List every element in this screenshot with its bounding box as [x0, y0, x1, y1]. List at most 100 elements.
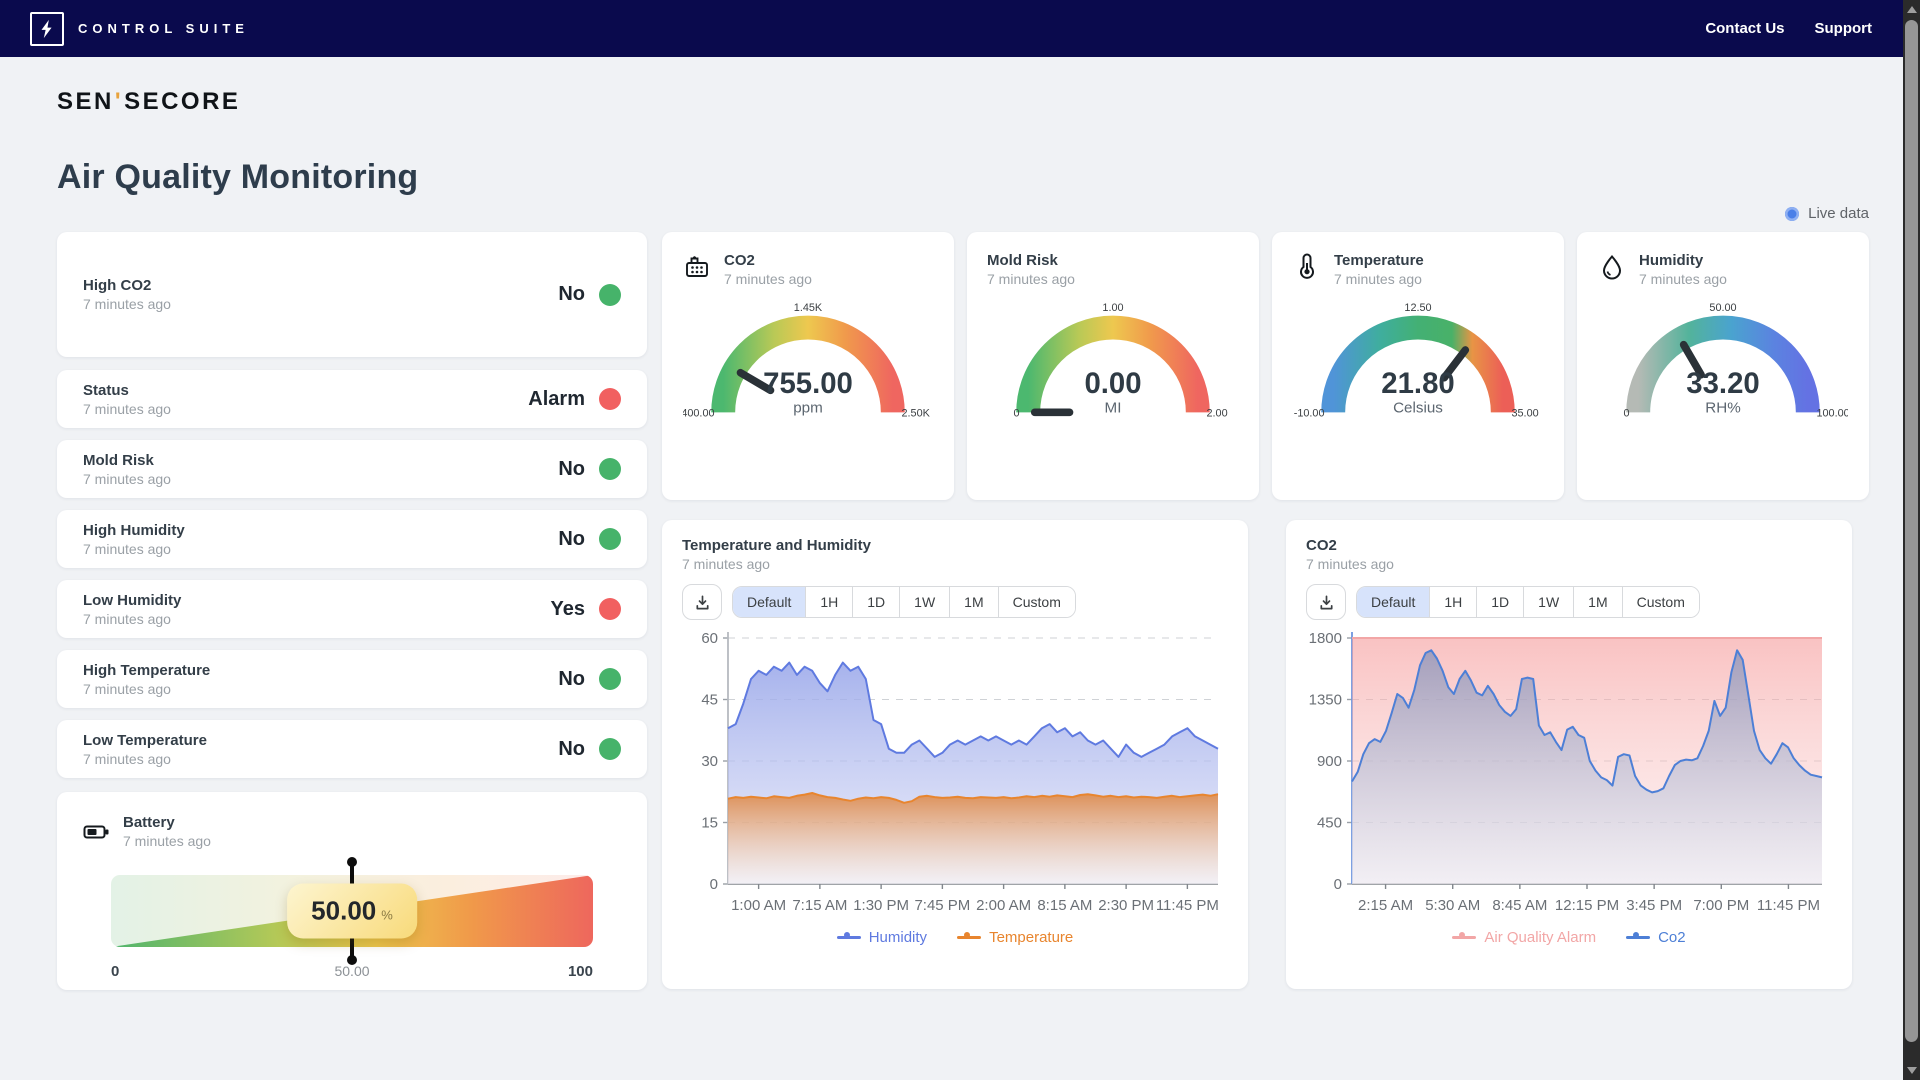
range-1d-button[interactable]: 1D	[1477, 587, 1525, 617]
svg-text:11:45 PM: 11:45 PM	[1757, 897, 1820, 914]
svg-text:7:00 PM: 7:00 PM	[1693, 897, 1749, 914]
range-1h-button[interactable]: 1H	[806, 587, 854, 617]
battery-icon	[81, 817, 111, 847]
scroll-up-button[interactable]	[1903, 1, 1920, 18]
live-dot-icon	[1785, 206, 1800, 221]
battery-card: Battery 7 minutes ago 50.00 %	[57, 792, 647, 990]
svg-text:0: 0	[710, 876, 718, 893]
gauge-mid-label: 1.00	[1102, 302, 1123, 314]
gauge-min-label: 0	[1013, 408, 1019, 420]
chart-title: Temperature and Humidity	[682, 537, 871, 554]
legend-humidity[interactable]: Humidity	[836, 929, 927, 946]
alert-value: No	[558, 283, 585, 305]
legend-temperature[interactable]: Temperature	[957, 929, 1073, 946]
battery-value: 50.00	[311, 895, 377, 926]
alert-title: Mold Risk	[83, 451, 154, 469]
gauge-value: 33.20	[1686, 367, 1759, 400]
battery-value-badge: 50.00 %	[287, 883, 417, 939]
range-1d-button[interactable]: 1D	[853, 587, 901, 617]
gauge-time: 7 minutes ago	[987, 271, 1075, 287]
status-badge	[599, 668, 621, 690]
alert-card-status: Status 7 minutes ago Alarm	[57, 370, 647, 428]
range-custom-button[interactable]: Custom	[998, 587, 1075, 617]
gauge-needle	[1440, 346, 1470, 382]
gauge-unit: RH%	[1705, 399, 1740, 416]
alert-card-mold-risk: Mold Risk 7 minutes ago No	[57, 440, 647, 498]
gauge-mid-label: 12.50	[1404, 302, 1431, 314]
battery-title: Battery	[123, 814, 175, 831]
gauge-card-mold-risk: Mold Risk 7 minutes ago	[967, 232, 1259, 500]
temperature-humidity-plot[interactable]: 0 15 30 45 60 1:00 AM 7:15 AM 1:30 PM 7:45 PM 2:0…	[682, 624, 1228, 929]
gauge-title: CO2	[724, 252, 755, 269]
range-1w-button[interactable]: 1W	[900, 587, 951, 617]
alert-time: 7 minutes ago	[83, 400, 171, 417]
page-title: Air Quality Monitoring	[57, 158, 419, 196]
svg-text:2:30 PM: 2:30 PM	[1098, 897, 1154, 914]
svg-text:30: 30	[701, 753, 718, 770]
download-button[interactable]	[1306, 584, 1346, 620]
legend-co2[interactable]: Co2	[1626, 929, 1686, 946]
legend-air-quality-alarm[interactable]: Air Quality Alarm	[1452, 929, 1596, 946]
gauge-title: Mold Risk	[987, 252, 1058, 269]
gauge-min-label: 400.00	[683, 408, 715, 420]
temperature-humidity-chart-card: Temperature and Humidity 7 minutes ago D…	[662, 520, 1248, 989]
logo-text-post: SECORE	[124, 88, 241, 115]
svg-text:7:15 AM: 7:15 AM	[792, 897, 847, 914]
svg-text:900: 900	[1317, 753, 1342, 770]
battery-time: 7 minutes ago	[123, 833, 211, 849]
temperature-gauge: 12.50 -10.00 35.00 21.80 Celsius	[1294, 302, 1539, 420]
contact-us-link[interactable]: Contact Us	[1705, 20, 1785, 37]
svg-text:3:45 PM: 3:45 PM	[1626, 897, 1682, 914]
support-link[interactable]: Support	[1814, 20, 1873, 37]
gauge-needle	[1679, 340, 1705, 379]
alert-value: No	[558, 527, 585, 550]
droplet-icon	[1597, 252, 1627, 282]
range-default-button[interactable]: Default	[733, 587, 807, 617]
gauge-min-label: -10.00	[1294, 408, 1325, 420]
alert-time: 7 minutes ago	[83, 470, 171, 487]
chart-controls: Default 1H 1D 1W 1M Custom	[1306, 584, 1832, 620]
alert-time: 7 minutes ago	[83, 750, 171, 767]
scale-min: 0	[111, 963, 120, 980]
range-1w-button[interactable]: 1W	[1524, 587, 1575, 617]
factory-icon	[682, 252, 712, 282]
alert-card-low-temperature: Low Temperature 7 minutes ago No	[57, 720, 647, 778]
svg-text:45: 45	[701, 692, 718, 709]
line-marker-icon	[1452, 932, 1477, 943]
svg-text:450: 450	[1317, 815, 1342, 832]
svg-text:5:30 AM: 5:30 AM	[1425, 897, 1480, 914]
svg-text:11:45 PM: 11:45 PM	[1156, 897, 1219, 914]
status-badge	[599, 388, 621, 410]
gauge-unit: MI	[1105, 399, 1122, 416]
gauge-mid-label: 50.00	[1709, 302, 1736, 314]
chart-title: CO2	[1306, 537, 1337, 554]
alert-card-high-humidity: High Humidity 7 minutes ago No	[57, 510, 647, 568]
slider-dot-bottom	[347, 955, 357, 965]
svg-text:2:15 AM: 2:15 AM	[1358, 897, 1413, 914]
lightning-logo-icon	[30, 11, 64, 46]
vertical-scrollbar[interactable]	[1903, 0, 1920, 1080]
charts-row: Temperature and Humidity 7 minutes ago D…	[662, 520, 1869, 989]
download-button[interactable]	[682, 584, 722, 620]
live-data-indicator: Live data	[57, 205, 1869, 222]
co2-gauge: 1.45K 400.00 2.50K 755.00 ppm	[683, 302, 931, 420]
thermometer-icon	[1292, 252, 1322, 282]
range-1m-button[interactable]: 1M	[1574, 587, 1623, 617]
alert-title: High Humidity	[83, 521, 185, 539]
brand-name: CONTROL SUITE	[78, 21, 249, 36]
scroll-down-button[interactable]	[1903, 1062, 1920, 1079]
range-1m-button[interactable]: 1M	[950, 587, 999, 617]
gauge-value: 0.00	[1084, 367, 1141, 400]
range-custom-button[interactable]: Custom	[1622, 587, 1699, 617]
alert-time: 7 minutes ago	[83, 610, 171, 627]
svg-text:1:30 PM: 1:30 PM	[853, 897, 909, 914]
range-1h-button[interactable]: 1H	[1430, 587, 1478, 617]
range-default-button[interactable]: Default	[1357, 587, 1431, 617]
arrow-up-icon	[1906, 6, 1917, 13]
alert-title: Low Humidity	[83, 591, 182, 609]
co2-plot[interactable]: 0 450 900 1350 1800 2:15 AM 5:30 AM 8:45 AM 12:1…	[1306, 624, 1832, 929]
scale-mid: 50.00	[334, 963, 370, 979]
scrollbar-thumb[interactable]	[1905, 20, 1918, 1042]
alert-title: Low Temperature	[83, 731, 207, 749]
gauges-row: CO2 7 minutes ago	[662, 232, 1869, 500]
